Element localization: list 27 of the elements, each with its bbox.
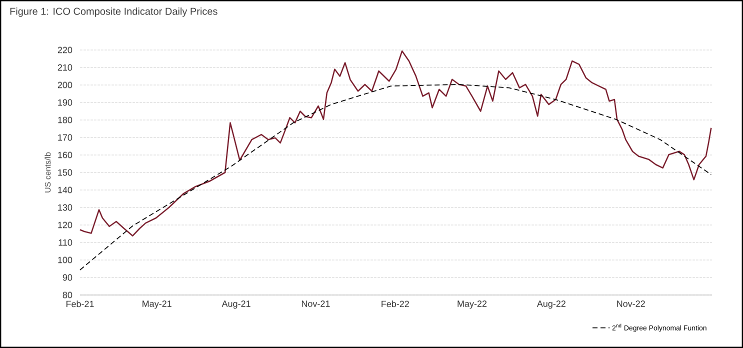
y-axis-title: US cents/lb	[44, 152, 51, 192]
x-tick-label: Aug-21	[222, 300, 250, 309]
x-tick-label: Nov-22	[617, 300, 645, 307]
y-tick-label: 170	[58, 134, 72, 141]
y-tick-label: 160	[58, 152, 72, 158]
x-tick-label: Nov-21	[302, 300, 330, 307]
x-tick-label: Feb-22	[382, 300, 409, 308]
x-tick-label: May-22	[458, 300, 487, 309]
y-tick-label: 130	[58, 204, 72, 211]
y-tick-label: 100	[58, 256, 72, 264]
y-tick-label: 120	[58, 222, 72, 228]
y-tick-label: 140	[58, 186, 72, 194]
y-tick-label: 210	[58, 64, 72, 71]
line-series	[80, 84, 712, 270]
y-tick-label: 200	[58, 82, 72, 88]
y-tick-label: 190	[58, 99, 72, 106]
y-tick-label: 180	[58, 116, 72, 124]
line-series	[79, 50, 712, 236]
y-tick-label: 150	[58, 169, 72, 176]
y-tick-label: 110	[58, 239, 72, 246]
chart-title: Figure 1: ICO Composite Indicator Daily Prices	[10, 8, 218, 17]
y-tick-label: 80	[62, 292, 72, 298]
x-tick-label: Feb-21	[66, 300, 94, 308]
x-tick-label: Aug-22	[536, 300, 566, 309]
y-tick-label: 90	[62, 274, 72, 281]
x-tick-label: May-21	[142, 300, 172, 309]
y-tick-label: 220	[58, 46, 72, 54]
